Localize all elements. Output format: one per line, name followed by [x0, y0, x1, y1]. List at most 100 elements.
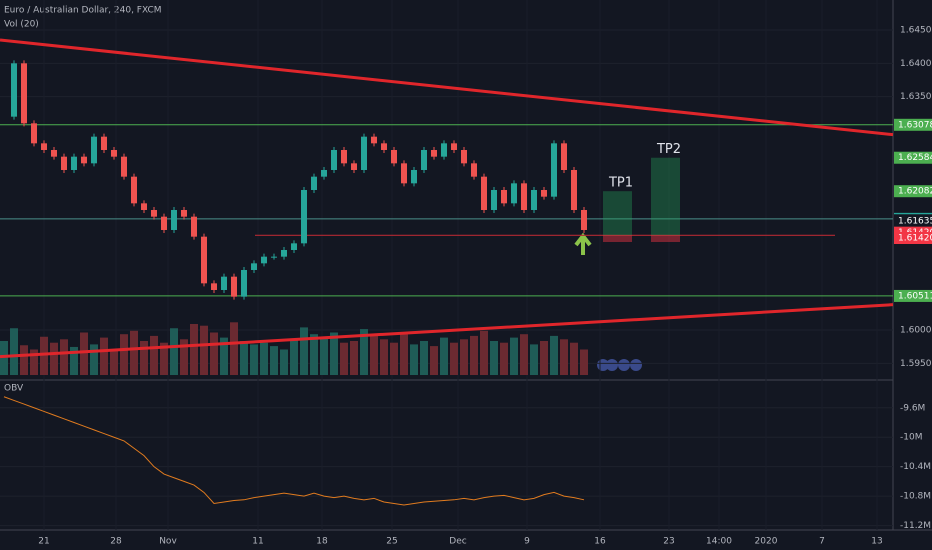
time-tick-label: 18: [316, 537, 328, 547]
trendline: [0, 38, 894, 137]
stop-zone: [603, 235, 632, 242]
time-tick-label: Dec: [449, 537, 466, 547]
volume-bar: [250, 344, 258, 375]
price-tick-label: 1.59500: [900, 359, 932, 369]
time-tick-label: 14:00: [706, 537, 732, 547]
volume-bar: [190, 324, 198, 375]
candle-body: [451, 143, 457, 150]
volume-bar: [310, 334, 318, 375]
candle-body: [501, 190, 507, 204]
candle-body: [31, 123, 37, 144]
target-zone: [603, 191, 632, 236]
volume-bar: [380, 339, 388, 375]
candle-body: [141, 203, 147, 210]
volume-bar: [580, 349, 588, 375]
price-tag: [894, 232, 932, 244]
volume-bar: [30, 349, 38, 375]
candle-body: [131, 176, 137, 204]
candle-body: [71, 156, 77, 170]
price-tick-label: 1.60000: [900, 326, 932, 336]
candle-body: [341, 150, 347, 164]
volume-bar: [470, 335, 478, 375]
volume-bar: [80, 332, 88, 375]
price-tag-label: 1.60511: [898, 291, 932, 301]
candle-body: [361, 136, 367, 170]
candle-body: [181, 210, 187, 217]
obv-tick-label: -10.8M: [900, 492, 931, 502]
candle-body: [81, 156, 87, 164]
volume-bar: [90, 344, 98, 375]
candle-body: [531, 190, 537, 210]
volume-bar: [140, 341, 148, 375]
volume-bar: [290, 339, 298, 375]
candle-body: [271, 256, 277, 258]
up-arrow: [574, 232, 592, 255]
volume-bar: [10, 328, 18, 375]
candle-body: [481, 176, 487, 210]
target-zone: [651, 157, 680, 236]
volume-bar: [460, 339, 468, 375]
candle-body: [171, 210, 177, 230]
volume-bar: [160, 342, 168, 375]
candle-body: [121, 156, 127, 177]
candle-body: [21, 63, 27, 124]
volume-bar: [100, 337, 108, 375]
volume-bar: [120, 334, 128, 375]
price-tag: [894, 185, 932, 198]
candle-body: [91, 136, 97, 164]
candle-body: [61, 156, 67, 170]
volume-bar: [60, 339, 68, 375]
candle-body: [371, 136, 377, 144]
volume-bar: [520, 334, 528, 375]
candle-body: [521, 183, 527, 210]
volume-bar: [450, 342, 458, 375]
volume-bar: [170, 328, 178, 375]
candle-body: [291, 243, 297, 250]
candle-body: [41, 143, 47, 150]
price-tick-label: 1.63500: [900, 92, 932, 102]
volume-bar: [490, 341, 498, 375]
time-tick-label: 25: [386, 537, 397, 547]
volume-bar: [560, 339, 568, 375]
candle-body: [151, 210, 157, 217]
volume-bar: [40, 336, 48, 375]
candle-body: [251, 263, 257, 270]
target-label: TP2: [656, 142, 681, 157]
price-tag: [894, 215, 932, 227]
candle-body: [441, 143, 447, 157]
volume-bar: [260, 342, 268, 375]
candle-body: [391, 150, 397, 164]
volume-bar: [340, 342, 348, 375]
candle-body: [431, 150, 437, 157]
obv-tick-label: -11.2M: [900, 521, 931, 531]
volume-bar: [400, 334, 408, 375]
volume-bar: [50, 342, 58, 375]
candle-body: [581, 210, 587, 230]
volume-bar: [230, 322, 238, 375]
candle-body: [211, 283, 217, 290]
time-tick-label: Nov: [159, 537, 177, 547]
price-tag: [894, 118, 932, 131]
candle-body: [381, 143, 387, 150]
volume-bar: [20, 345, 28, 375]
candle-body: [471, 163, 477, 177]
candle-body: [51, 150, 57, 157]
price-tag-label: 1.61635: [898, 217, 932, 227]
candle-body: [551, 143, 557, 197]
volume-bar: [150, 335, 158, 375]
candle-body: [231, 276, 237, 297]
volume-bar: [360, 329, 368, 375]
volume-bar: [320, 337, 328, 375]
candle-body: [321, 170, 327, 177]
price-tag: [894, 151, 932, 164]
obv-label: OBV: [4, 384, 24, 394]
volume-bar: [540, 341, 548, 375]
candle-body: [161, 216, 167, 230]
target-label: TP1: [608, 176, 633, 191]
symbol-title: Euro / Australian Dollar, 240, FXCM: [4, 6, 162, 16]
volume-bar: [350, 341, 358, 375]
volume-bar: [510, 337, 518, 375]
volume-bar: [440, 337, 448, 375]
volume-bar: [480, 330, 488, 375]
